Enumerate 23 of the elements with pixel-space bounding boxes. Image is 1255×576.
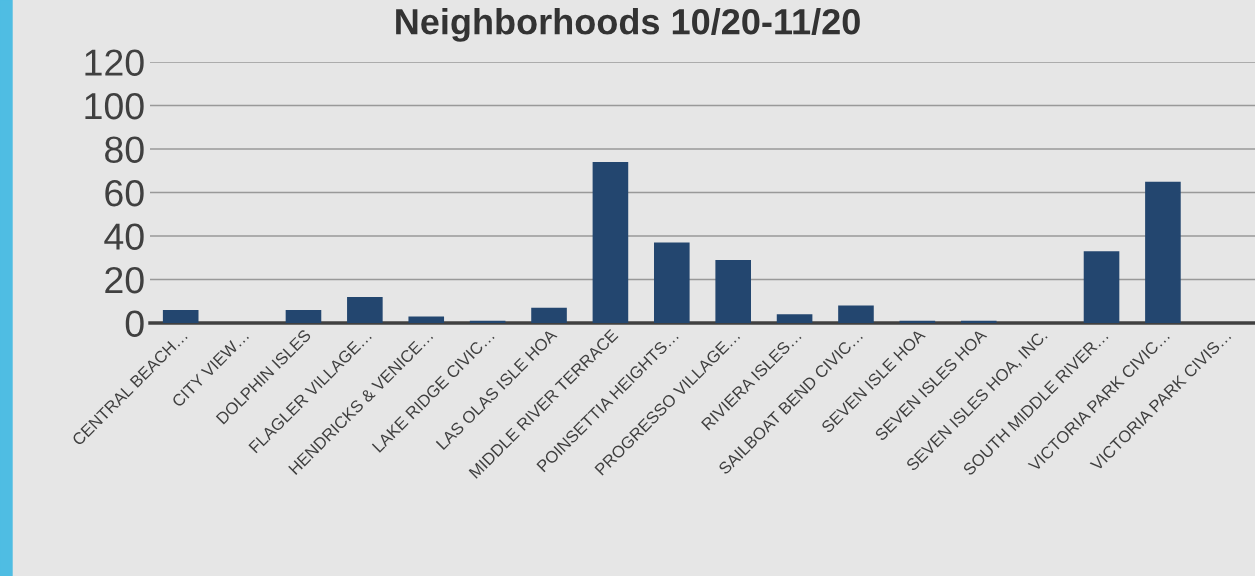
bar <box>347 296 383 323</box>
y-tick-label: 80 <box>105 136 144 163</box>
bar <box>469 320 506 323</box>
bar <box>408 316 445 323</box>
bar <box>899 320 936 323</box>
bar <box>776 314 813 323</box>
y-tick-label: 100 <box>85 92 144 120</box>
y-tick-label: 20 <box>105 266 144 294</box>
bar <box>592 162 629 323</box>
bar <box>162 309 199 323</box>
bar <box>531 307 567 323</box>
bar <box>715 259 751 323</box>
bar <box>1145 181 1181 323</box>
bar <box>285 309 322 323</box>
y-tick-label: 120 <box>85 49 144 76</box>
bar <box>1083 251 1120 323</box>
bar <box>654 242 690 323</box>
chart-title: Neighborhoods 10/20-11/20 <box>396 8 860 42</box>
bar <box>838 305 874 323</box>
y-tick-label: 60 <box>105 179 144 207</box>
y-tick-label: 40 <box>104 223 144 250</box>
y-tick-label: 0 <box>125 310 144 337</box>
bar <box>960 320 997 323</box>
